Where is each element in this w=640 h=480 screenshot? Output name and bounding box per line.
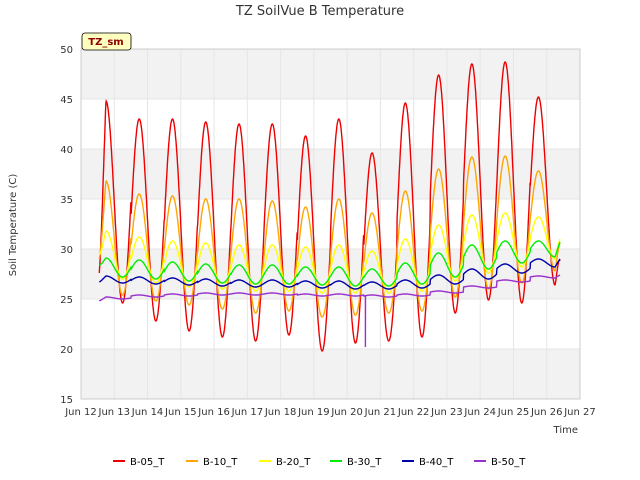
legend-label: B-50_T: [491, 457, 526, 468]
y-axis-label: Soil Temperature (C): [8, 174, 19, 277]
legend-item: B-50_T: [474, 457, 526, 468]
x-tick-label: Jun 26: [530, 407, 563, 418]
y-tick-label: 30: [60, 245, 73, 256]
series-lines: [98, 61, 561, 352]
x-tick-label: Jun 22: [397, 407, 430, 418]
legend-item: B-05_T: [113, 457, 165, 468]
y-tick-label: 15: [60, 395, 73, 406]
background-band: [81, 349, 580, 399]
legend: B-05_T B-10_T B-20_T B-30_T B-40_T B-50_T: [113, 457, 526, 468]
x-tick-label: Jun 19: [297, 407, 330, 418]
x-tick-label: Jun 18: [264, 407, 297, 418]
station-badge-box: [81, 32, 132, 51]
y-tick-label: 50: [60, 45, 73, 56]
x-tick-label: Jun 27: [563, 407, 596, 418]
x-axis-label: Time: [553, 425, 578, 436]
y-tick-label: 35: [60, 195, 73, 206]
legend-label: B-40_T: [419, 457, 454, 468]
legend-label: B-05_T: [130, 457, 165, 468]
chart-title: TZ SoilVue B Temperature: [235, 4, 404, 19]
legend-item: B-30_T: [330, 457, 382, 468]
y-tick-label: 45: [60, 95, 73, 106]
station-badge-label: TZ_sm: [88, 37, 123, 48]
x-tick-label: Jun 13: [98, 407, 131, 418]
legend-label: B-20_T: [276, 457, 311, 468]
series-line-b-05-t: [98, 61, 561, 352]
x-tick-label: Jun 17: [231, 407, 264, 418]
y-tick-label: 20: [60, 345, 73, 356]
legend-item: B-40_T: [402, 457, 454, 468]
x-tick-label: Jun 16: [197, 407, 230, 418]
station-badge: TZ_sm: [81, 32, 132, 51]
x-tick-label: Jun 25: [497, 407, 530, 418]
x-tick-label: Jun 21: [364, 407, 397, 418]
x-tick-label: Jun 15: [164, 407, 197, 418]
y-tick-label: 40: [60, 145, 73, 156]
x-tick-label: Jun 24: [463, 407, 496, 418]
legend-item: B-10_T: [186, 457, 238, 468]
x-tick-label: Jun 23: [430, 407, 463, 418]
x-tick-label: Jun 14: [131, 407, 164, 418]
series-line-b-50-t: [98, 274, 561, 348]
series-line-b-20-t: [98, 212, 561, 294]
background-band: [81, 49, 580, 99]
legend-item: B-20_T: [259, 457, 311, 468]
series-line-b-40-t: [98, 258, 561, 290]
y-tick-label: 25: [60, 295, 73, 306]
legend-label: B-10_T: [203, 457, 238, 468]
x-tick-label: Jun 12: [64, 407, 97, 418]
plot-frame: [80, 48, 581, 400]
series-line-b-30-t: [99, 240, 561, 287]
axis-ticks: 15 20 25 30 35 40 45 50 Jun 12 Jun 13 Jun 14 Jun 15…: [60, 45, 596, 418]
legend-label: B-30_T: [347, 457, 382, 468]
x-tick-label: Jun 20: [330, 407, 363, 418]
